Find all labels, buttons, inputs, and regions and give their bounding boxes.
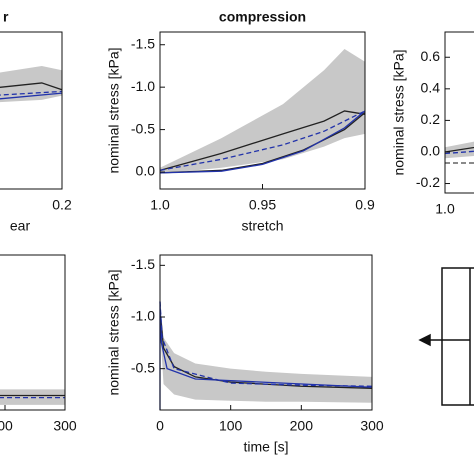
- line: [159, 110, 366, 174]
- y-tick-label: -1.0: [131, 78, 155, 94]
- y-tick-label: -0.5: [131, 359, 155, 375]
- line: [159, 112, 366, 174]
- axes-frame: [159, 254, 373, 411]
- x-tick-label: 1.0: [435, 201, 455, 217]
- x-tick-label: 0.95: [249, 197, 276, 213]
- y-tick-label: -0.2: [416, 174, 440, 190]
- panel: 0.6 0.4 0.2 0.0 -0.2 1.0 nominal stress [kPa]: [391, 31, 474, 217]
- x-axis-label: stretch: [241, 218, 283, 234]
- band: [160, 48, 365, 174]
- y-axis-label: nominal stress [kPa]: [106, 269, 122, 395]
- chart-title: compression: [219, 9, 306, 25]
- x-tick-label: 0.9: [355, 197, 375, 213]
- y-tick-label: 0.4: [421, 80, 441, 96]
- dashed-line: [0, 90, 63, 96]
- y-tick-label: -1.5: [131, 35, 155, 51]
- line: [0, 82, 63, 91]
- y-tick-label: -0.5: [131, 120, 155, 136]
- schematic: [418, 267, 474, 406]
- dashed-line: [159, 301, 373, 387]
- axes-frame: [444, 31, 474, 194]
- y-tick-label: -1.5: [131, 256, 155, 272]
- chart-title: r: [3, 9, 9, 25]
- x-tick-label: 300: [53, 418, 77, 434]
- x-tick-label: 300: [360, 418, 384, 434]
- y-tick-label: 0.0: [136, 163, 156, 179]
- schematic-frame: [441, 267, 474, 406]
- band: [445, 141, 474, 159]
- dashed-line: [159, 110, 366, 171]
- x-tick-label: 1.0: [150, 197, 170, 213]
- y-axis-label: nominal stress [kPa]: [391, 49, 407, 175]
- y-tick-label: 0.0: [421, 143, 441, 159]
- x-tick-label: 200: [290, 418, 314, 434]
- axes-frame: [0, 31, 63, 190]
- axes-frame: [0, 254, 66, 411]
- band: [160, 301, 372, 403]
- x-tick-label: 100: [219, 418, 243, 434]
- schematic-arrowhead: [418, 333, 431, 347]
- x-axis-label: ear: [10, 218, 31, 234]
- x-tick-label: 0: [156, 418, 164, 434]
- panel: -1.5 -1.0 -0.5 0.0 1.0 0.95 0.9 compression stre…: [106, 9, 375, 234]
- y-axis-label: nominal stress [kPa]: [106, 47, 122, 173]
- x-tick-label: 00: [0, 418, 13, 434]
- y-tick-label: -1.0: [131, 308, 155, 324]
- line: [0, 92, 63, 100]
- y-tick-label: 0.2: [421, 111, 441, 127]
- x-axis-label: time [s]: [243, 439, 288, 455]
- panel: -1.5 -1.0 -0.5 0 100 200 300 time [s] nominal st…: [106, 254, 384, 455]
- line: [159, 110, 366, 171]
- y-tick-label: 0.6: [421, 48, 441, 64]
- panel: 00 300: [0, 254, 77, 434]
- panel: 0.2 r ear: [0, 9, 72, 234]
- line: [444, 146, 474, 153]
- x-tick-label: 0.2: [52, 197, 72, 213]
- line: [160, 316, 373, 389]
